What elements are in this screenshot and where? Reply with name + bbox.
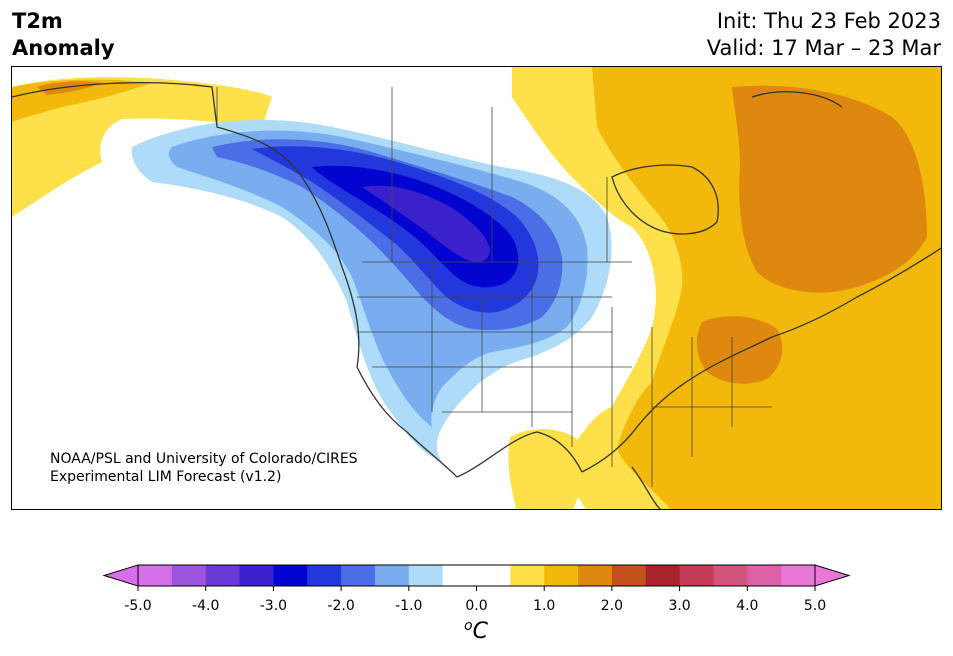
colorbar-ticks: -5.0 -4.0 -3.0 -2.0 -1.0 0.0 1.0 2.0 3.0 4.0 5.0: [124, 586, 826, 614]
coastlines: [12, 82, 941, 509]
anomaly-map: NOAA/PSL and University of Colorado/CIRE…: [12, 67, 941, 509]
political-borders: [216, 87, 772, 487]
colorbar-segment: [273, 565, 308, 586]
warm-region-east-strong: [732, 85, 927, 293]
init-date-label: Init: Thu 23 Feb 2023: [716, 9, 941, 33]
colorbar-segment: [781, 565, 816, 586]
forecast-dates: Init: Thu 23 Feb 2023 Valid: 17 Mar – 23…: [707, 8, 941, 62]
colorbar-tick-label: -5.0: [124, 598, 151, 614]
colorbar-segment: [747, 565, 782, 586]
colorbar-tick-label: 5.0: [804, 598, 826, 614]
colorbar: -5.0 -4.0 -3.0 -2.0 -1.0 0.0 1.0 2.0 3.0 4.0 5.0 o…: [102, 564, 851, 644]
colorbar-segment: [442, 565, 477, 586]
map-panel: NOAA/PSL and University of Colorado/CIRE…: [11, 66, 942, 510]
colorbar-tick-label: -2.0: [327, 598, 354, 614]
title-line-1: T2m: [12, 9, 63, 33]
colorbar-segment: [510, 565, 545, 586]
colorbar-segment: [239, 565, 274, 586]
colorbar-tick-label: 3.0: [668, 598, 690, 614]
colorbar-segment: [611, 565, 647, 586]
colorbar-tick-label: 1.0: [533, 598, 555, 614]
warm-region-mexico: [508, 428, 583, 509]
colorbar-tick-label: 2.0: [601, 598, 623, 614]
colorbar-segment: [578, 565, 613, 586]
colorbar-under-arrow: [102, 564, 139, 587]
colorbar-segment: [679, 565, 714, 586]
cold-region-peak: [362, 185, 490, 263]
colorbar-tick-label: -3.0: [260, 598, 287, 614]
colorbar-segment: [713, 565, 748, 586]
colorbar-segment: [171, 565, 207, 586]
warm-region-east-us: [696, 316, 783, 384]
title-line-2: Anomaly: [12, 36, 115, 60]
colorbar-segment: [645, 565, 681, 586]
colorbar-tick-label: -1.0: [395, 598, 422, 614]
colorbar-unit-label: oC: [464, 618, 489, 644]
colorbar-over-arrow: [814, 564, 851, 587]
warm-region-alaska: [12, 77, 272, 217]
valid-range-label: Valid: 17 Mar – 23 Mar: [706, 36, 941, 60]
colorbar-segment: [408, 565, 444, 586]
colorbar-segment: [341, 565, 376, 586]
colorbar-segment: [138, 565, 173, 586]
colorbar-segment: [307, 565, 342, 586]
colorbar-segment: [544, 565, 579, 586]
colorbar-tick-label: 0.0: [465, 598, 487, 614]
colorbar-tick-label: 4.0: [736, 598, 758, 614]
map-title: T2m Anomaly: [12, 8, 115, 62]
credit-line-2: Experimental LIM Forecast (v1.2): [50, 469, 281, 485]
credit-line-1: NOAA/PSL and University of Colorado/CIRE…: [50, 451, 358, 467]
colorbar-segment: [205, 565, 241, 586]
colorbar-segment: [374, 565, 410, 586]
colorbar-tick-label: -4.0: [192, 598, 219, 614]
colorbar-segments: [102, 564, 851, 587]
colorbar-segment: [476, 565, 511, 586]
